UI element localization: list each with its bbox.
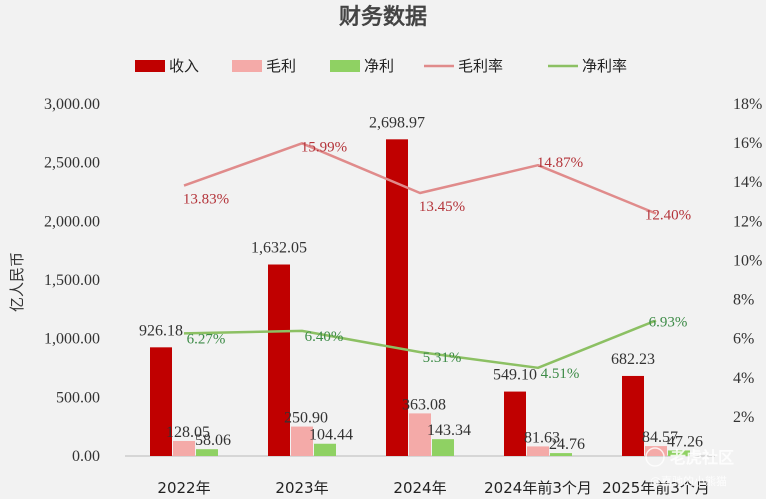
bar-value-label: 549.10 [493,367,537,384]
bar-1-4 [645,446,667,456]
bar-2-3 [550,453,572,456]
y2-tick-label: 4% [733,370,754,387]
line-value-label: 15.99% [301,139,347,155]
bar-0-4 [622,375,644,456]
y-tick-label: 1,500.00 [44,272,100,289]
watermark-brand: 老虎社区 [669,448,734,467]
y-axis-right: 2% 4% 6% 8% 10% 12% 14% 16% 18% [733,96,762,426]
y-tick-label: 1,000.00 [44,331,100,348]
bar-value-label: 363.08 [402,396,446,413]
x-tick-label: 2025年前3个月 [602,479,710,497]
legend-label: 净利率 [582,57,627,75]
legend: 收入 毛利 净利 毛利率 净利率 [135,57,627,75]
bar-0-1 [268,264,290,456]
y-tick-label: 3,000.00 [44,96,100,113]
bar-1-1 [291,426,313,456]
bar-value-label: 1,632.05 [251,240,307,257]
y-axis-left: 0.00 500.00 1,000.00 1,500.00 2,000.00 2,500.… [44,96,100,465]
bar-1-2 [409,413,431,456]
x-tick-label: 2024年前3个月 [484,479,592,497]
chart-title: 财务数据 [339,4,427,30]
line-value-label: 6.93% [649,314,688,330]
y-tick-label: 0.00 [72,448,100,465]
bar-1-0 [173,440,195,456]
y2-tick-label: 16% [733,135,762,152]
line-value-label: 6.40% [305,329,344,345]
bar-2-1 [314,443,336,456]
bar-0-3 [504,391,526,456]
bar-value-label: 926.18 [139,322,183,339]
y-axis-label: 亿人民币 [8,252,26,312]
legend-label: 毛利 [266,57,296,75]
bar-value-label: 128.05 [166,424,210,441]
bar-value-label: 104.44 [309,427,353,444]
bar-value-label: 47.26 [667,433,703,450]
x-tick-label: 2024年 [393,479,446,497]
legend-swatch [135,60,165,72]
x-axis: 2022年 2023年 2024年 2024年前3个月 2025年前3个月 [157,479,709,497]
bar-value-label: 2,698.97 [369,114,425,131]
line-value-label: 13.83% [183,192,229,208]
line-series-0 [183,142,657,215]
bar-value-label: 24.76 [549,436,585,453]
bar-2-0 [196,449,218,456]
line-value-label: 13.45% [419,199,465,215]
bar-2-2 [432,439,454,456]
y2-tick-label: 10% [733,252,762,269]
y-tick-label: 2,000.00 [44,213,100,230]
line-value-label: 14.87% [537,155,583,171]
bar-0-2 [386,139,408,456]
line-value-label: 4.51% [541,366,580,382]
bar-value-label: 84.57 [642,429,678,446]
bar-marks [150,139,690,456]
legend-label: 毛利率 [458,57,503,75]
bar-2-4 [668,450,690,456]
y2-tick-label: 6% [733,331,754,348]
line-marks [183,142,657,370]
line-value-label: 12.40% [645,208,691,224]
y2-tick-label: 18% [733,96,762,113]
y2-tick-label: 14% [733,174,762,191]
bar-value-label: 58.06 [195,432,231,449]
x-tick-label: 2022年 [157,479,210,497]
y-tick-label: 500.00 [56,389,100,406]
tiger-logo-icon [645,447,665,467]
bar-value-label: 143.34 [427,422,471,439]
legend-swatch [232,60,262,72]
legend-label: 净利 [364,57,394,75]
y2-tick-label: 8% [733,292,754,309]
bar-0-0 [150,347,172,456]
y2-tick-label: 2% [733,409,754,426]
legend-swatch [330,60,360,72]
watermark-author: @嘉驰的小熊猫 [650,474,727,488]
bar-1-3 [527,446,549,456]
bar-value-label: 682.23 [611,351,655,368]
bar-value-label: 81.63 [524,429,560,446]
watermark: 老虎社区 @嘉驰的小熊猫 [645,447,734,488]
line-value-label: 5.31% [423,350,462,366]
y2-tick-label: 12% [733,213,762,230]
line-value-label: 6.27% [187,331,226,347]
line-series-1 [183,319,657,370]
x-tick-label: 2023年 [275,479,328,497]
legend-label: 收入 [169,57,199,75]
y-tick-label: 2,500.00 [44,155,100,172]
bar-value-label: 250.90 [284,410,328,427]
